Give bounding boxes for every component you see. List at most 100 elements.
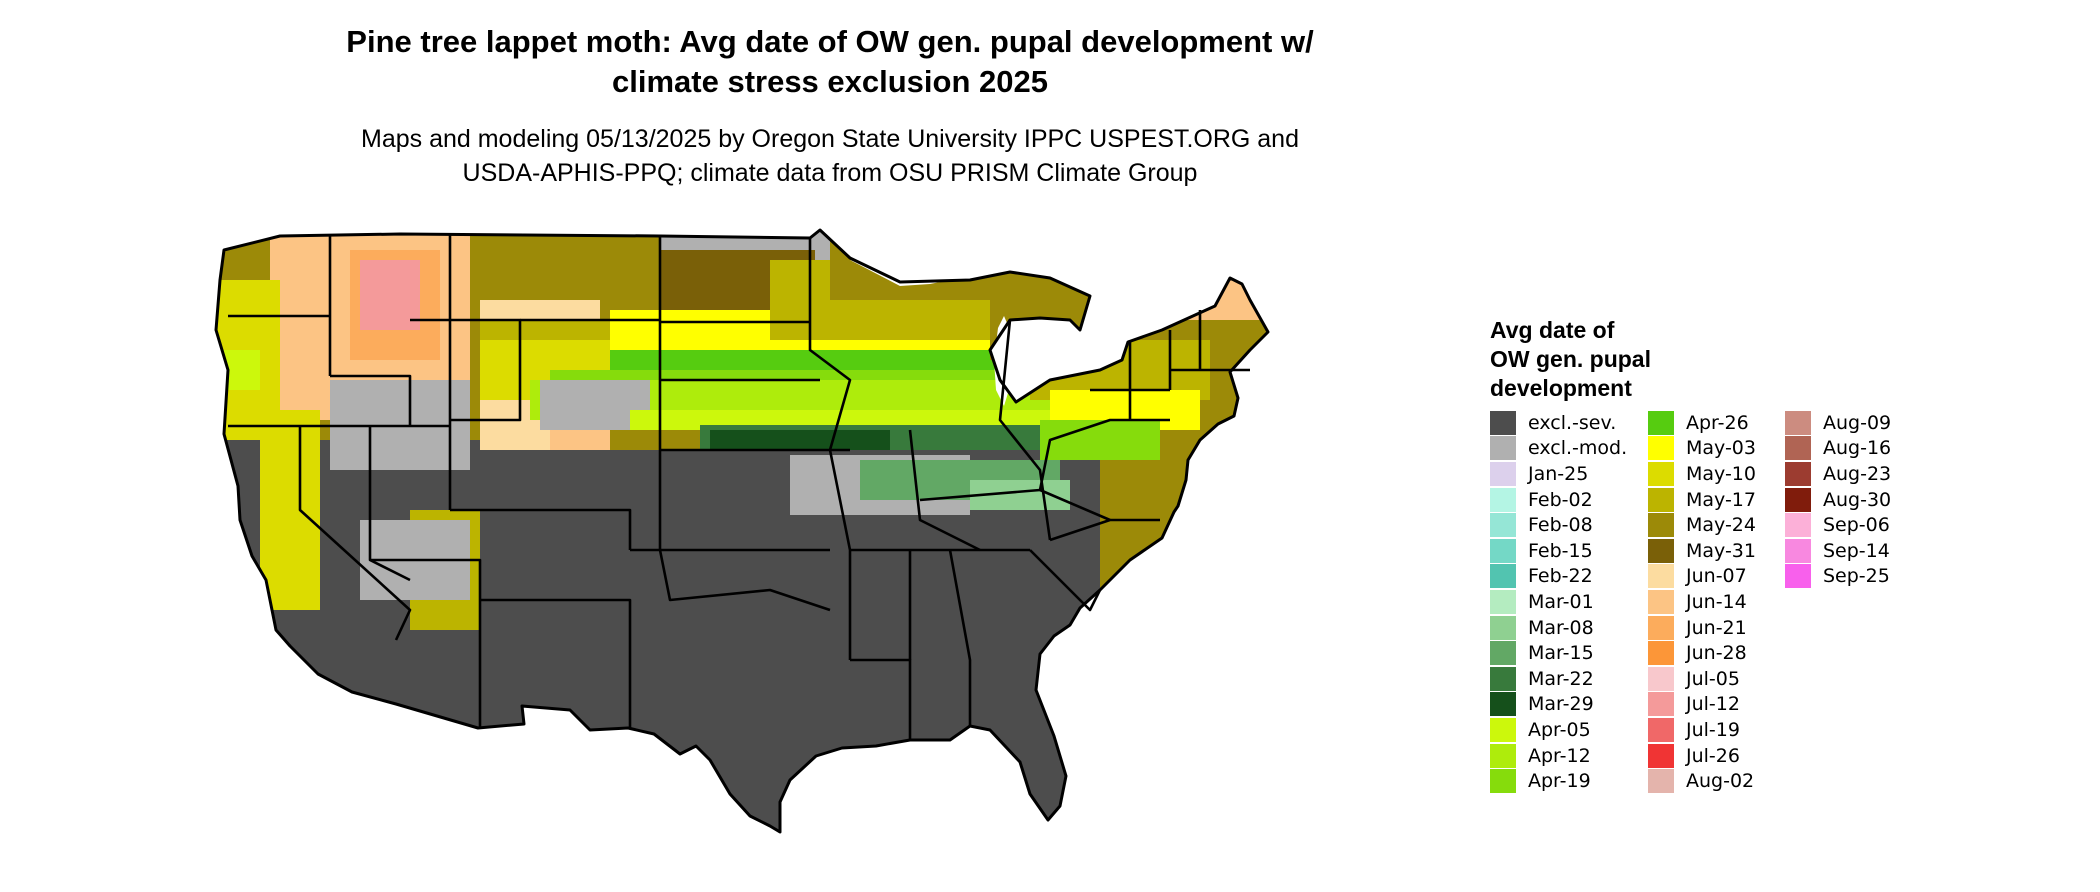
region-jun07-maine [1090, 230, 1260, 320]
region-excl-sev-south [480, 450, 1100, 832]
legend-label: Feb-15 [1528, 539, 1593, 562]
legend-swatch [1648, 589, 1674, 614]
legend-title: Avg date of OW gen. pupal development [1490, 317, 1651, 401]
legend-label: Aug-23 [1823, 462, 1892, 485]
legend-item: Aug-09 [1785, 410, 1891, 436]
region-excl-sev-sw [216, 440, 480, 832]
region-mar29-tn [710, 430, 890, 450]
legend-label: May-31 [1686, 539, 1756, 562]
legend-swatch [1490, 461, 1516, 486]
map-title: Pine tree lappet moth: Avg date of OW ge… [346, 24, 1314, 99]
legend-swatch [1648, 641, 1674, 666]
legend-item: May-10 [1648, 461, 1756, 487]
legend-item: Feb-08 [1490, 512, 1627, 538]
legend-item: Jun-28 [1648, 640, 1756, 666]
legend-item: Feb-22 [1490, 564, 1627, 590]
legend-label: Aug-16 [1823, 437, 1892, 460]
legend-swatch [1648, 666, 1674, 691]
legend-item: Feb-02 [1490, 487, 1627, 513]
legend-label: Aug-09 [1823, 411, 1892, 434]
legend-item: Mar-29 [1490, 692, 1627, 718]
legend-item: Apr-19 [1490, 768, 1627, 794]
legend-label: Jul-19 [1686, 718, 1740, 741]
legend-item: Sep-06 [1785, 512, 1891, 538]
legend-label: Sep-06 [1823, 514, 1890, 537]
legend-item: Mar-22 [1490, 666, 1627, 692]
development-raster [216, 230, 1268, 832]
legend-swatch [1648, 615, 1674, 640]
legend-item: Feb-15 [1490, 538, 1627, 564]
legend-item: Jul-26 [1648, 743, 1756, 769]
legend-column-1: excl.-sev. excl.-mod. Jan-25 Feb-02 Feb-… [1490, 410, 1627, 794]
legend-item: Apr-05 [1490, 717, 1627, 743]
legend-label: Jan-25 [1528, 462, 1589, 485]
legend-swatch [1648, 717, 1674, 742]
legend-swatch [1648, 564, 1674, 589]
legend-swatch [1785, 564, 1811, 589]
legend-item: Sep-14 [1785, 538, 1891, 564]
legend-label: Aug-02 [1686, 770, 1755, 793]
legend-item: Jul-12 [1648, 692, 1756, 718]
legend-label: Jun-21 [1686, 616, 1747, 639]
legend-label: Apr-19 [1528, 770, 1591, 793]
legend-swatch [1490, 589, 1516, 614]
legend-swatch [1490, 615, 1516, 640]
legend-label: excl.-mod. [1528, 437, 1628, 460]
state-boundaries [228, 234, 1250, 740]
legend-item: Jan-25 [1490, 461, 1627, 487]
region-apr19-va [1040, 420, 1160, 460]
legend-swatch [1648, 743, 1674, 768]
legend-swatch [1490, 666, 1516, 691]
legend-swatch [1490, 436, 1516, 461]
legend-label: excl.-sev. [1528, 411, 1617, 434]
legend-item: May-24 [1648, 512, 1756, 538]
legend-label: Mar-08 [1528, 616, 1594, 639]
legend-item: Mar-08 [1490, 615, 1627, 641]
legend-column-3: Aug-09 Aug-16 Aug-23 Aug-30 Sep-06 Sep-1… [1785, 410, 1891, 589]
legend-swatch [1648, 461, 1674, 486]
legend-item: Jul-19 [1648, 717, 1756, 743]
legend-swatch [1785, 436, 1811, 461]
legend-label: Mar-15 [1528, 642, 1594, 665]
legend-item: excl.-sev. [1490, 410, 1627, 436]
legend-label: Jun-07 [1686, 565, 1747, 588]
legend-label: May-17 [1686, 488, 1756, 511]
legend-label: May-03 [1686, 437, 1756, 460]
legend-swatch [1785, 513, 1811, 538]
legend-item: Apr-26 [1648, 410, 1756, 436]
legend-label: Apr-26 [1686, 411, 1749, 434]
legend-item: May-17 [1648, 487, 1756, 513]
legend-swatch [1490, 538, 1516, 563]
legend-label: Apr-12 [1528, 744, 1591, 767]
legend-label: Apr-05 [1528, 718, 1591, 741]
legend-item: May-03 [1648, 436, 1756, 462]
legend-item: Aug-30 [1785, 487, 1891, 513]
legend-item: Apr-12 [1490, 743, 1627, 769]
legend-swatch [1490, 410, 1516, 435]
legend-label: Feb-02 [1528, 488, 1593, 511]
legend-swatch [1785, 461, 1811, 486]
legend-label: May-10 [1686, 462, 1756, 485]
legend-swatch [1648, 436, 1674, 461]
legend-item: Jun-14 [1648, 589, 1756, 615]
legend-label: Mar-22 [1528, 667, 1594, 690]
legend-swatch [1490, 487, 1516, 512]
legend-label: Sep-14 [1823, 539, 1890, 562]
legend-label: Jul-26 [1686, 744, 1740, 767]
legend-swatch [1785, 410, 1811, 435]
legend-label: Mar-01 [1528, 590, 1594, 613]
legend-column-2: Apr-26 May-03 May-10 May-17 May-24 May-3… [1648, 410, 1756, 794]
legend-swatch [1490, 692, 1516, 717]
region-apr05-coast [216, 350, 260, 390]
legend-swatch [1785, 487, 1811, 512]
legend-swatch [1490, 717, 1516, 742]
legend-item: Aug-16 [1785, 436, 1891, 462]
legend-label: Jun-28 [1686, 642, 1747, 665]
legend-swatch [1648, 692, 1674, 717]
legend-item: excl.-mod. [1490, 436, 1627, 462]
legend-swatch [1648, 487, 1674, 512]
legend-item: Jul-05 [1648, 666, 1756, 692]
map-subtitle: Maps and modeling 05/13/2025 by Oregon S… [361, 125, 1299, 187]
legend-swatch [1785, 538, 1811, 563]
legend-swatch [1648, 410, 1674, 435]
